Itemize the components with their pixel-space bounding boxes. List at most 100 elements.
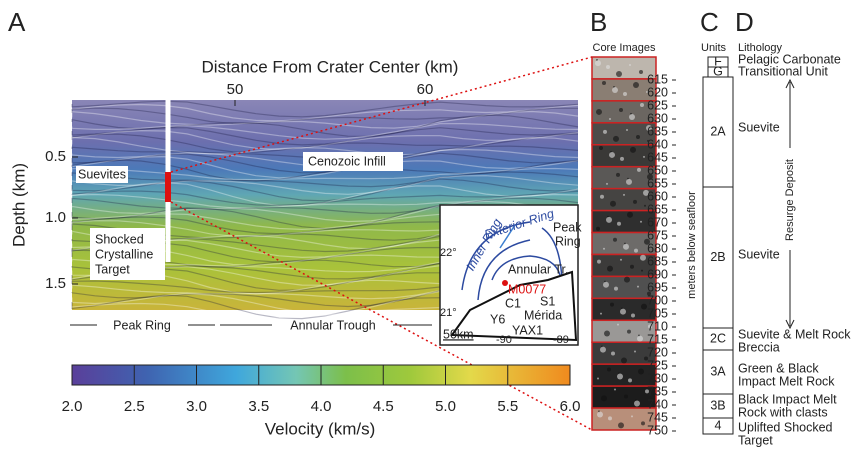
- clast: [616, 71, 622, 77]
- depth-label: 655: [647, 176, 668, 190]
- colorbar-tick-label: 4.5: [373, 398, 394, 415]
- annotation: Cenozoic Infill: [308, 154, 386, 168]
- clast: [631, 415, 633, 418]
- clast: [606, 65, 610, 69]
- clast: [597, 259, 601, 264]
- reflector: [71, 178, 579, 202]
- colorbar-title: Velocity (km/s): [265, 419, 376, 438]
- depth-label: 640: [647, 137, 668, 151]
- depth-label: 715: [647, 332, 668, 346]
- site-label: M0077: [508, 282, 546, 296]
- annotation: Suevites: [78, 167, 126, 181]
- clast: [628, 378, 632, 383]
- depth-label: 680: [647, 241, 668, 255]
- y-tick-label: 1.5: [45, 275, 66, 292]
- label-box: [783, 148, 797, 250]
- clast: [623, 243, 629, 250]
- site-marker: [502, 280, 508, 286]
- depth-label: 730: [647, 371, 668, 385]
- reflector: [71, 100, 579, 118]
- clast: [626, 128, 628, 131]
- reflector: [71, 152, 579, 174]
- clast: [614, 388, 616, 391]
- axis-title: meters below seafloor: [686, 191, 698, 299]
- lon-label: -90: [496, 334, 512, 346]
- depth-label: 645: [647, 150, 668, 164]
- depth-label: 630: [647, 111, 668, 125]
- clast: [614, 286, 618, 291]
- clast: [613, 135, 619, 142]
- clast: [636, 134, 640, 139]
- inset-map: Exterior Ring Inner Ring Peak Ring Annul…: [439, 204, 582, 346]
- lithology-label: Green & Black: [738, 361, 819, 375]
- clast: [643, 189, 649, 196]
- depth-label: 690: [647, 267, 668, 281]
- zone-label: Annular Trough: [290, 318, 376, 332]
- unit-label: 3B: [710, 398, 725, 412]
- colorbar-tick-label: 5.0: [435, 398, 456, 415]
- reflector: [71, 110, 579, 129]
- reflector: [71, 197, 579, 214]
- clast: [630, 146, 636, 153]
- clast: [602, 81, 606, 86]
- core-segment: [591, 407, 657, 431]
- lat-label: 21°: [440, 307, 457, 319]
- ring: [461, 221, 563, 301]
- clast: [601, 395, 607, 402]
- clast: [627, 211, 633, 218]
- lithology-label: Rock with clasts: [738, 405, 828, 419]
- clast: [600, 312, 602, 315]
- clast: [617, 221, 621, 226]
- clast: [648, 324, 652, 329]
- clast: [624, 276, 630, 283]
- clast: [646, 125, 652, 131]
- panel-label: B: [590, 7, 607, 37]
- clast: [639, 70, 643, 75]
- reflector: [71, 167, 579, 181]
- depth-label: 745: [647, 410, 668, 424]
- panel-title: Units: [701, 42, 727, 54]
- core-interval: [165, 172, 171, 202]
- well-label: YAX1: [512, 323, 543, 337]
- clast: [618, 422, 624, 429]
- panel-title: Core Images: [593, 42, 656, 54]
- depth-label: 695: [647, 280, 668, 294]
- clast: [630, 264, 634, 269]
- panel-label: A: [8, 7, 26, 37]
- lithology-label: Transitional Unit: [738, 64, 828, 78]
- reflector: [71, 171, 579, 188]
- reflector: [71, 193, 579, 209]
- annotation: Target: [95, 262, 130, 276]
- clast: [644, 238, 650, 245]
- reflector: [71, 103, 579, 122]
- clast: [640, 220, 642, 223]
- reflector: [71, 155, 579, 179]
- clast: [623, 193, 625, 196]
- clast: [624, 394, 628, 399]
- unit-label: 2C: [710, 331, 726, 345]
- colorbar-tick-label: 3.5: [248, 398, 269, 415]
- reflector: [71, 107, 579, 125]
- y-axis-title: Depth (km): [9, 163, 28, 247]
- reflector: [71, 136, 579, 156]
- label-box: [303, 152, 403, 171]
- depth-label: 625: [647, 98, 668, 112]
- label-box: [76, 166, 128, 183]
- clast: [612, 87, 618, 94]
- colorbar-tick-label: 2.0: [62, 398, 83, 415]
- depth-label: 725: [647, 358, 668, 372]
- clast: [607, 265, 613, 272]
- depth-label: 670: [647, 215, 668, 229]
- map-label: Annular Tr.: [508, 262, 568, 276]
- depth-label: 740: [647, 397, 668, 411]
- depth-label: 615: [647, 72, 668, 86]
- clast: [597, 411, 603, 418]
- clast: [603, 281, 609, 288]
- well-label: Mérida: [524, 308, 562, 322]
- reflector: [71, 126, 579, 146]
- clast: [611, 351, 615, 356]
- colorbar-tick-label: 5.5: [497, 398, 518, 415]
- depth-label: 700: [647, 293, 668, 307]
- depth-label: 685: [647, 254, 668, 268]
